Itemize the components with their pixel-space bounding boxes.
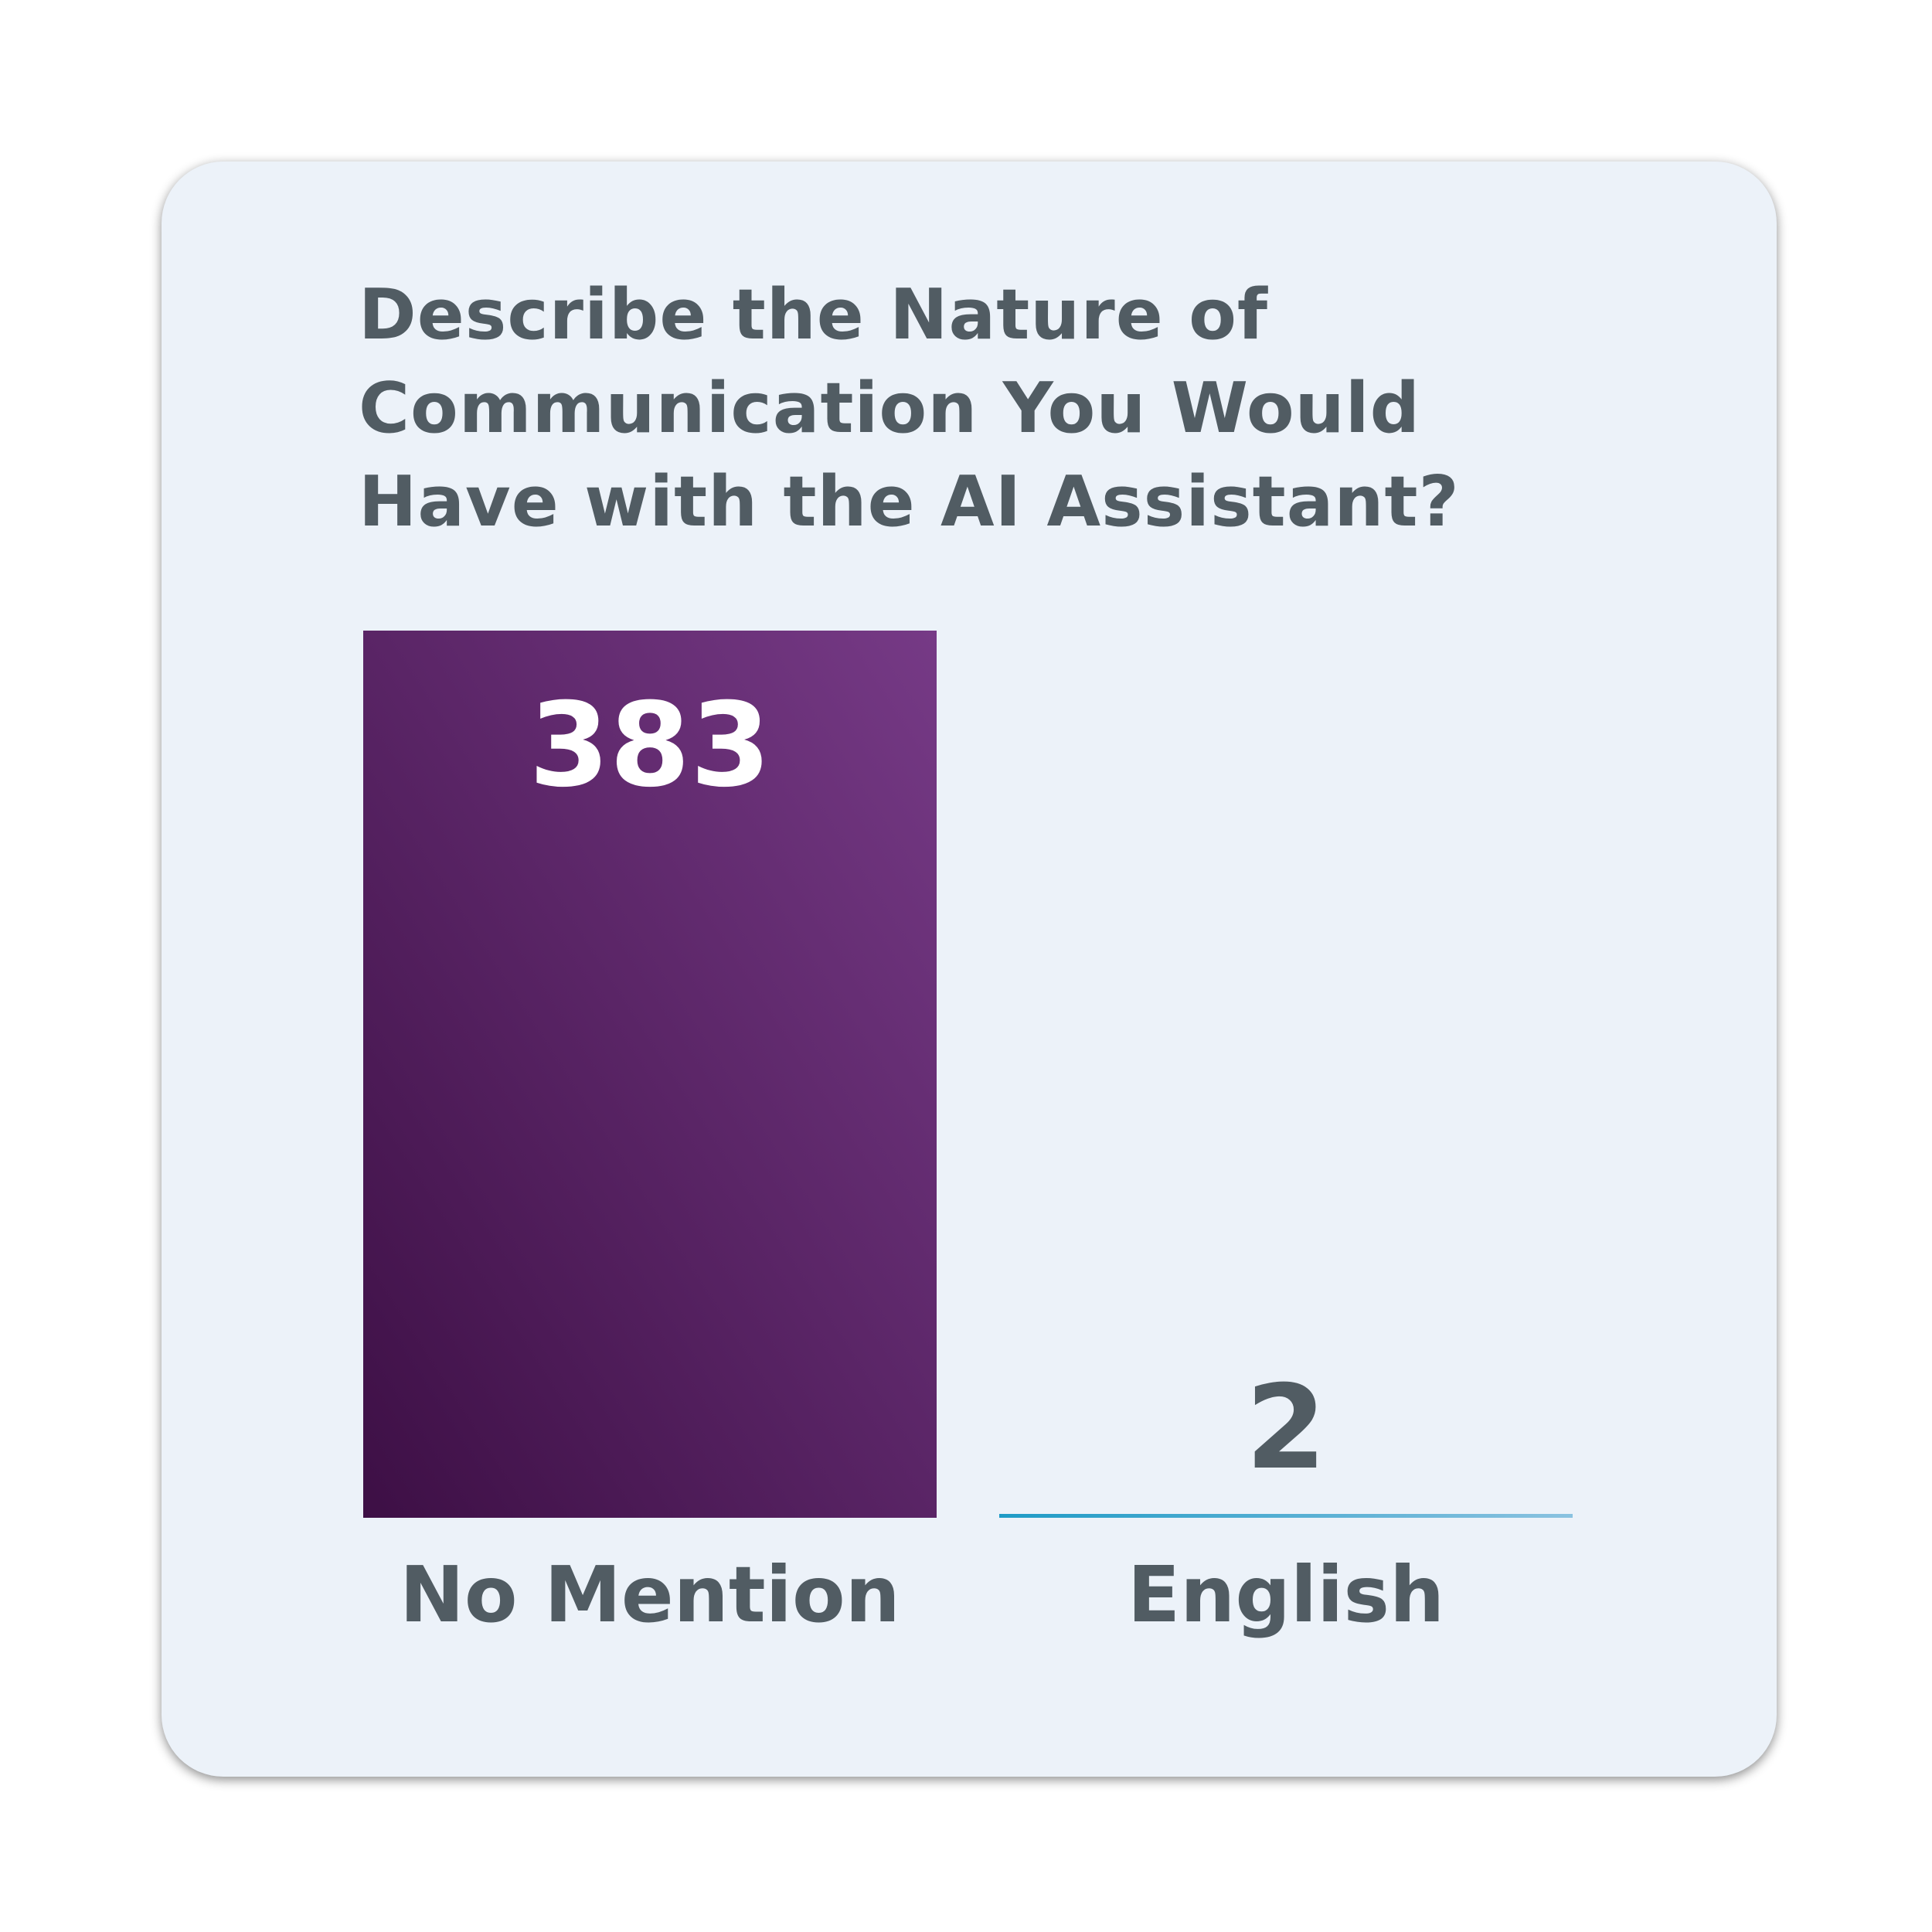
bar-english [999,1514,1573,1518]
chart-title: Describe the Nature of Communication You… [359,274,1460,543]
bar-no-mention [363,631,937,1518]
data-label-english: 2 [1246,1361,1326,1495]
bar-chart: 383 No Mention 2 English [363,631,1573,1640]
chart-card: Describe the Nature of Communication You… [162,162,1777,1777]
category-label-english: English [1128,1549,1444,1640]
data-label-no-mention: 383 [529,679,770,813]
category-label-no-mention: No Mention [400,1549,900,1640]
bars-layer: 383 No Mention 2 English [363,631,1573,1640]
